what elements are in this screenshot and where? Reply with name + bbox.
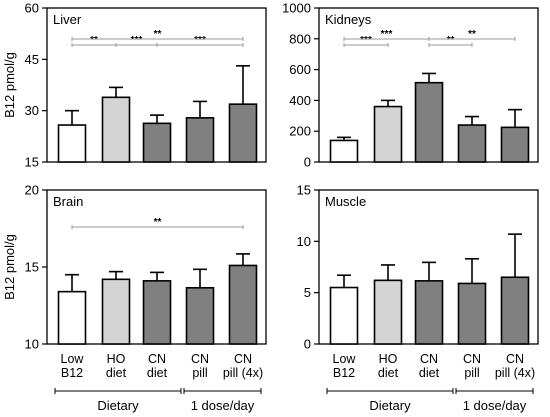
panel-muscle: Muscle051015LowB12HOdietCNdietCNpillCNpi…	[297, 183, 539, 380]
x-tick-label: diet	[419, 366, 440, 380]
bar	[228, 264, 258, 345]
y-tick-label: 5	[304, 285, 311, 300]
bar	[457, 282, 487, 345]
panel-title: Muscle	[325, 194, 366, 209]
bar	[457, 124, 487, 163]
group-label: Dietary	[369, 398, 411, 413]
bar	[373, 279, 403, 345]
x-tick-label: CN	[463, 352, 481, 366]
x-tick-label: HO	[107, 352, 126, 366]
y-tick-label: 10	[25, 337, 39, 352]
x-tick-label: B12	[333, 366, 355, 380]
y-tick-label: 0	[304, 155, 311, 170]
y-axis-label: B12 pmol/g	[2, 52, 17, 118]
bar	[101, 96, 131, 163]
y-tick-label: 20	[25, 183, 39, 198]
x-tick-label: CN	[191, 352, 209, 366]
panel-title: Liver	[53, 12, 82, 27]
y-tick-label: 60	[25, 1, 39, 16]
y-tick-label: 15	[25, 260, 39, 275]
bar	[500, 276, 530, 345]
bar	[500, 126, 530, 163]
group-label: 1 dose/day	[191, 398, 255, 413]
sig-label: ***	[131, 35, 143, 46]
bar	[185, 117, 215, 163]
y-axis-label: B12 pmol/g	[2, 234, 17, 300]
x-tick-label: CN	[148, 352, 166, 366]
y-tick-label: 600	[289, 62, 311, 77]
panel-title: Kidneys	[325, 12, 372, 27]
y-tick-label: 1000	[282, 1, 311, 16]
y-tick-label: 800	[289, 31, 311, 46]
bar	[373, 105, 403, 163]
bar	[228, 103, 258, 163]
group-label: Dietary	[97, 398, 139, 413]
y-tick-label: 200	[289, 124, 311, 139]
x-tick-label: Low	[61, 352, 85, 366]
x-tick-label: CN	[234, 352, 252, 366]
bar	[414, 280, 444, 345]
bar	[185, 286, 215, 345]
x-tick-label: diet	[378, 366, 399, 380]
bar	[57, 124, 87, 163]
bar	[57, 290, 87, 345]
y-tick-label: 15	[297, 183, 311, 198]
sig-label: **	[90, 35, 98, 46]
bar	[329, 286, 359, 345]
sig-label: **	[447, 35, 455, 46]
panel-title: Brain	[53, 194, 83, 209]
x-tick-label: diet	[147, 366, 168, 380]
y-tick-label: 15	[25, 155, 39, 170]
x-tick-label: CN	[506, 352, 524, 366]
x-tick-label: pill (4x)	[223, 366, 263, 380]
sig-label: ***	[360, 35, 372, 46]
group-label: 1 dose/day	[463, 398, 527, 413]
x-tick-label: HO	[379, 352, 398, 366]
sig-label: ***	[194, 35, 206, 46]
bar	[101, 278, 131, 345]
bar	[142, 280, 172, 345]
y-tick-label: 0	[304, 337, 311, 352]
x-tick-label: CN	[420, 352, 438, 366]
y-tick-label: 10	[297, 234, 311, 249]
x-tick-label: B12	[61, 366, 83, 380]
sig-label: **	[154, 217, 162, 228]
x-tick-label: pill (4x)	[495, 366, 535, 380]
bar	[142, 122, 172, 163]
sig-label: ***	[381, 29, 393, 40]
sig-label: **	[468, 29, 476, 40]
y-tick-label: 400	[289, 93, 311, 108]
y-tick-label: 30	[25, 103, 39, 118]
sig-label: **	[154, 29, 162, 40]
group-axis: Dietary 1 dose/day Dietary 1 dose/day	[54, 388, 534, 413]
bar	[329, 139, 359, 163]
y-tick-label: 45	[25, 52, 39, 67]
x-tick-label: Low	[333, 352, 357, 366]
bar	[414, 81, 444, 163]
x-tick-label: pill	[464, 366, 479, 380]
x-tick-label: pill	[192, 366, 207, 380]
x-tick-label: diet	[106, 366, 127, 380]
